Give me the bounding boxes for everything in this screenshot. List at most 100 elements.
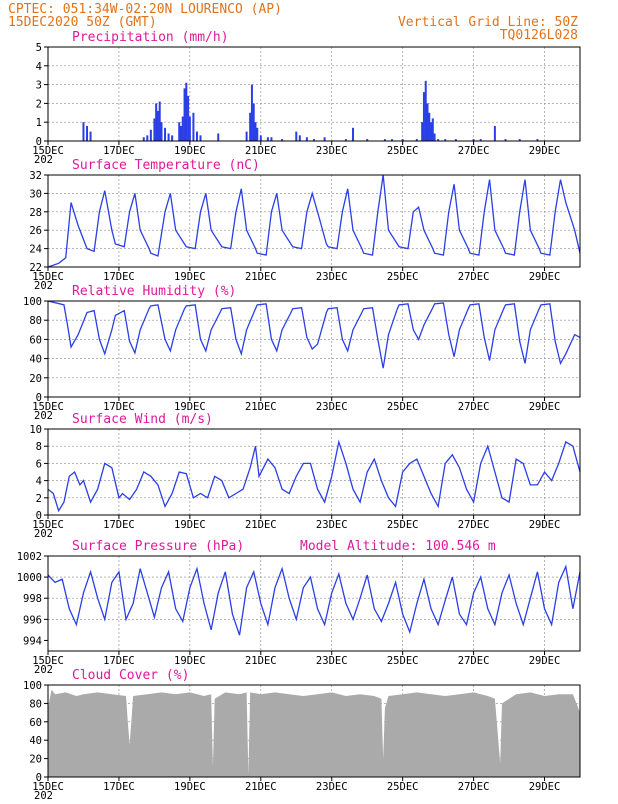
- series-line: [47, 300, 581, 369]
- precip-bar: [401, 139, 404, 141]
- series-line: [47, 439, 581, 513]
- x-tick-label: 27DEC: [458, 271, 490, 283]
- header-model-code: TQ0126L028: [500, 28, 578, 43]
- x-tick-label: 21DEC: [245, 271, 277, 283]
- x-tick-label: 25DEC: [387, 781, 419, 793]
- x-tick-label: 23DEC: [316, 401, 348, 413]
- x-tick-label: 15DEC: [32, 271, 64, 283]
- y-tick-label: 60: [29, 334, 42, 346]
- precip-bar: [281, 139, 284, 141]
- x-tick-label: 29DEC: [529, 271, 561, 283]
- x-tick-label: 21DEC: [245, 145, 277, 157]
- y-tick-label: 60: [29, 717, 42, 729]
- cloud-cover-area: [48, 689, 580, 777]
- year-fragment: 202: [34, 790, 53, 800]
- panel-annotation: Model Altitude: 100.546 m: [300, 539, 496, 554]
- precip-bar: [270, 137, 273, 141]
- precip-bar: [249, 112, 252, 141]
- y-tick-label: 0: [36, 510, 42, 522]
- precip-bar: [430, 122, 433, 141]
- y-tick-label: 996: [23, 614, 42, 626]
- precip-bar: [146, 135, 149, 141]
- precip-bar: [164, 127, 167, 141]
- precip-bar: [352, 127, 355, 141]
- precip-bar: [295, 131, 298, 141]
- precip-bar: [536, 139, 539, 141]
- y-tick-label: 80: [29, 315, 42, 327]
- x-tick-label: 17DEC: [103, 655, 135, 667]
- y-tick-label: 0: [36, 136, 42, 148]
- x-tick-label: 25DEC: [387, 145, 419, 157]
- x-tick-label: 17DEC: [103, 145, 135, 157]
- y-tick-label: 4: [36, 61, 42, 73]
- y-tick-label: 8: [36, 441, 42, 453]
- precip-bar: [185, 82, 188, 141]
- y-tick-label: 24: [29, 244, 42, 256]
- x-tick-label: 17DEC: [103, 401, 135, 413]
- y-tick-label: 40: [29, 735, 42, 747]
- precip-bar: [252, 103, 255, 141]
- y-tick-label: 20: [29, 373, 42, 385]
- x-tick-label: 29DEC: [529, 401, 561, 413]
- precip-bar: [171, 135, 174, 141]
- panel-frame: [47, 555, 581, 652]
- y-tick-label: 6: [36, 458, 42, 470]
- panel-title: Surface Temperature (nC): [72, 158, 260, 173]
- x-tick-label: 19DEC: [174, 271, 206, 283]
- precip-bar: [431, 118, 434, 141]
- series-line: [47, 564, 581, 636]
- y-tick-label: 5: [36, 42, 42, 54]
- x-tick-label: 25DEC: [387, 271, 419, 283]
- x-tick-label: 21DEC: [245, 519, 277, 531]
- x-tick-label: 19DEC: [174, 781, 206, 793]
- header-station: CPTEC: 051:34W-02:20N LOURENCO (AP): [8, 2, 282, 17]
- precip-bar: [82, 122, 85, 141]
- precip-bar: [428, 112, 431, 141]
- precip-bar: [493, 125, 496, 141]
- x-tick-label: 23DEC: [316, 655, 348, 667]
- x-tick-label: 17DEC: [103, 271, 135, 283]
- panel-5: 0 20 40 60 80 100 15DEC 17DEC 19DEC 21DEC 23DEC 25D…: [23, 668, 581, 802]
- y-tick-label: 2: [36, 98, 42, 110]
- x-tick-label: 21DEC: [245, 401, 277, 413]
- y-tick-label: 100: [23, 680, 42, 692]
- y-tick-label: 22: [29, 262, 42, 274]
- x-tick-label: 29DEC: [529, 655, 561, 667]
- precip-bar: [433, 133, 436, 141]
- precip-bar: [192, 112, 195, 141]
- precip-bar: [323, 137, 326, 141]
- precip-bar: [415, 139, 418, 141]
- precip-bar: [188, 116, 191, 141]
- precip-bar: [518, 139, 521, 141]
- panel-frame: [47, 174, 581, 268]
- precip-bar: [187, 95, 190, 141]
- precip-bar: [155, 103, 158, 141]
- x-tick-label: 21DEC: [245, 655, 277, 667]
- y-tick-label: 0: [36, 392, 42, 404]
- precip-bar: [149, 129, 152, 141]
- precip-bar: [421, 122, 424, 141]
- header-grid-info: Vertical Grid Line: 50Z: [398, 15, 578, 30]
- year-fragment: 202: [34, 410, 53, 422]
- precip-bar: [313, 139, 315, 141]
- precip-bar: [444, 139, 447, 141]
- y-tick-label: 28: [29, 207, 42, 219]
- panel-frame: [47, 428, 581, 516]
- y-tick-label: 3: [36, 80, 42, 92]
- x-tick-label: 21DEC: [245, 781, 277, 793]
- x-tick-label: 25DEC: [387, 655, 419, 667]
- y-tick-label: 994: [23, 635, 42, 647]
- y-tick-label: 26: [29, 225, 42, 237]
- x-tick-label: 19DEC: [174, 401, 206, 413]
- y-tick-label: 998: [23, 593, 42, 605]
- x-tick-label: 29DEC: [529, 519, 561, 531]
- precip-bar: [156, 110, 159, 141]
- precip-bar: [305, 137, 308, 141]
- x-tick-label: 23DEC: [316, 145, 348, 157]
- precip-bar: [383, 139, 386, 141]
- panel-title: Surface Wind (m/s): [72, 412, 213, 427]
- y-tick-label: 10: [29, 424, 42, 436]
- year-fragment: 202: [34, 154, 53, 166]
- year-fragment: 202: [34, 664, 53, 676]
- precip-bar: [183, 88, 186, 141]
